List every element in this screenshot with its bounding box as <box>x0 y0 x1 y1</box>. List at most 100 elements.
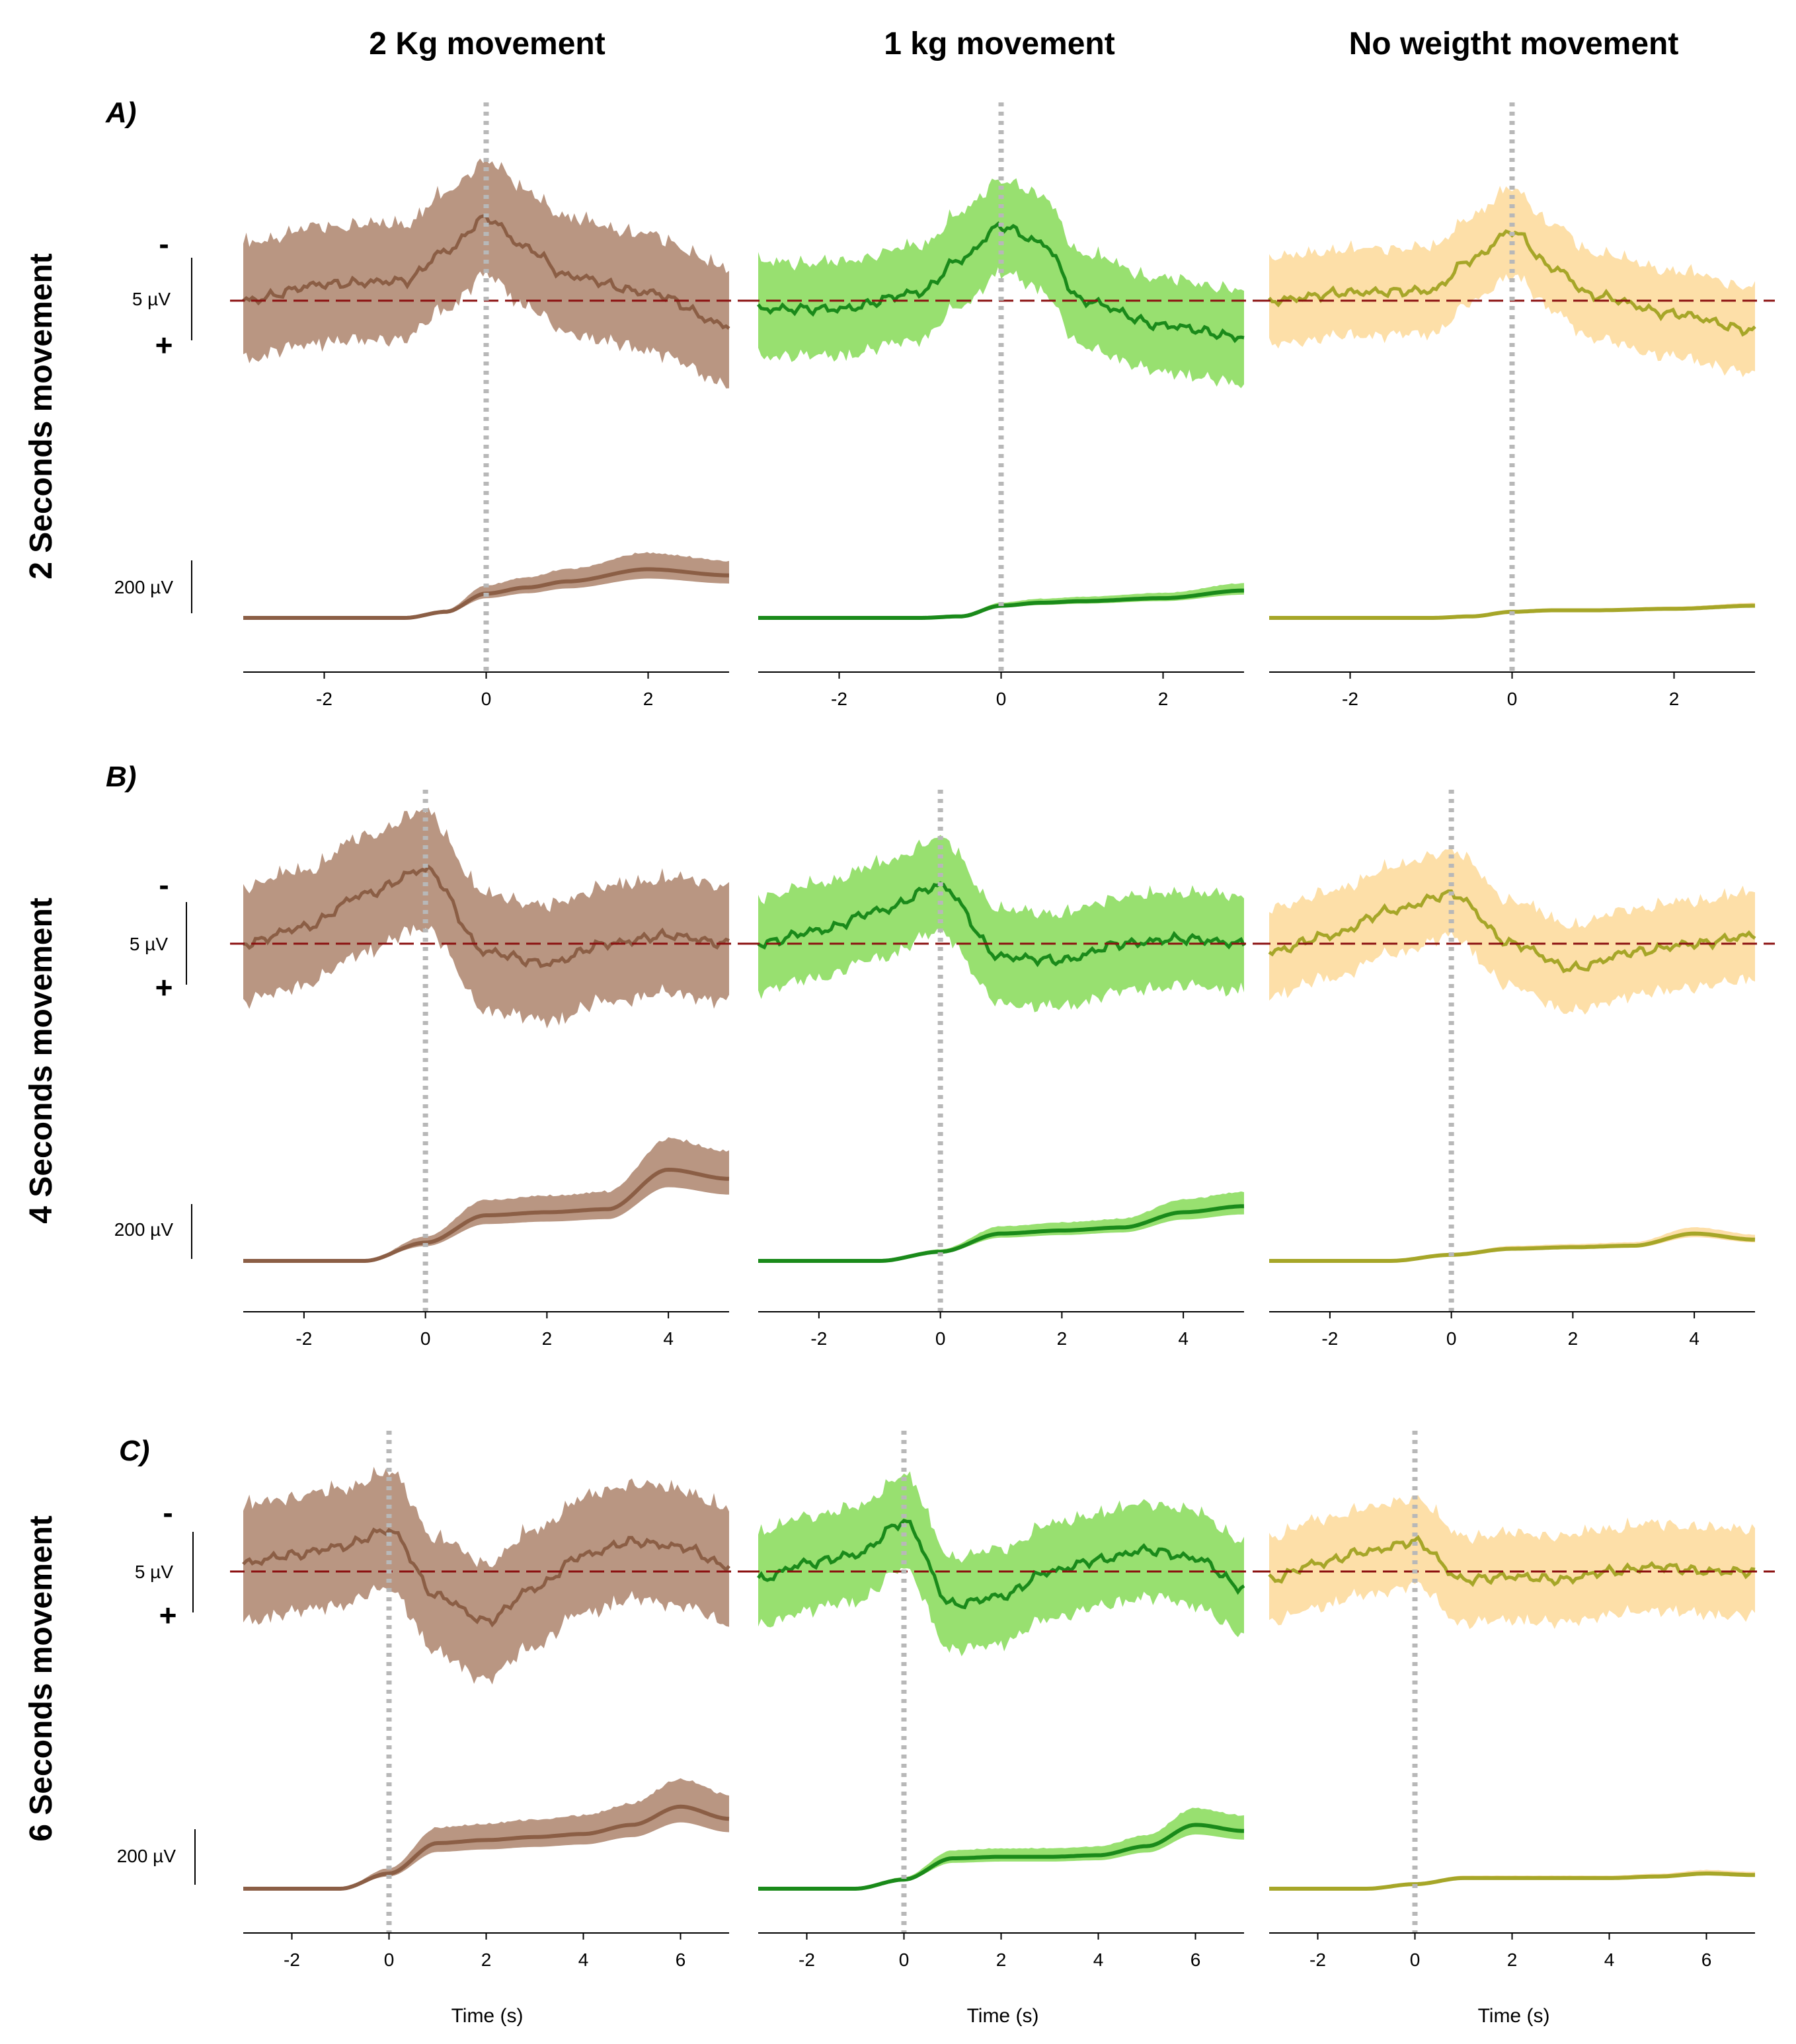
x-tick-label: 0 <box>420 1328 431 1349</box>
x-tick-label: 2 <box>1158 689 1169 709</box>
eeg-confidence-band <box>243 1466 729 1684</box>
x-tick-label: -2 <box>1309 1949 1326 1970</box>
x-tick-label: -2 <box>831 689 847 709</box>
x-tick-label: 4 <box>1604 1949 1615 1970</box>
eeg-mean-line <box>757 1519 1245 1610</box>
panel-3-2: -2 0 2 4 6 <box>745 1431 1264 1970</box>
x-tick-label: -2 <box>1321 1328 1338 1349</box>
panel-2-2: -2 0 2 4 <box>745 790 1264 1349</box>
emg-confidence-band <box>758 1807 1244 1889</box>
neg-sign-c: - <box>163 1495 173 1530</box>
panel-3-1: -2 0 2 4 6 <box>230 1431 749 1970</box>
eeg-confidence-band <box>243 807 729 1029</box>
emg-confidence-band <box>243 1137 729 1261</box>
scale-bars: - 5 µV + 200 µV - 5 µV + 200 µV - 5 µV +… <box>114 227 196 1885</box>
x-tick-label: 6 <box>1701 1949 1712 1970</box>
x-tick-label: 2 <box>542 1328 553 1349</box>
x-tick-label: 0 <box>384 1949 395 1970</box>
row-title-6s: 6 Seconds movement <box>24 1515 59 1842</box>
emg-mean-line <box>1269 1231 1756 1263</box>
x-tick-label: 6 <box>1191 1949 1201 1970</box>
neg-sign-b: - <box>159 868 169 902</box>
x-tick-label: 0 <box>996 689 1007 709</box>
x-tick-label: 2 <box>1568 1328 1579 1349</box>
panel-3-3: -2 0 2 4 6 <box>1256 1431 1775 1970</box>
x-tick-label: -2 <box>810 1328 827 1349</box>
eeg-confidence-band <box>1269 847 1755 1015</box>
x-axis-label-1kg: Time (s) <box>967 2005 1039 2027</box>
eeg-mean-line <box>1268 1534 1756 1587</box>
x-tick-label: 0 <box>899 1949 910 1970</box>
row-titles: 2 Seconds movement 4 Seconds movement 6 … <box>24 253 59 1842</box>
emg-confidence-band <box>1269 1227 1755 1261</box>
x-axis-label-no-weight: Time (s) <box>1478 2005 1550 2027</box>
x-tick-label: 0 <box>1446 1328 1457 1349</box>
emg-mean-line <box>758 1823 1245 1891</box>
x-tick-label: 4 <box>663 1328 674 1349</box>
neg-sign-a: - <box>159 227 169 261</box>
column-title-1kg: 1 kg movement <box>884 26 1114 61</box>
column-title-no-weight: No weigtht movement <box>1349 26 1679 61</box>
panel-1-3: -2 0 2 <box>1256 102 1775 709</box>
x-tick-label: 4 <box>1178 1328 1189 1349</box>
emg-mean-line <box>758 1204 1245 1263</box>
eeg-scale-label-c: 5 µV <box>135 1562 173 1582</box>
x-tick-label: 2 <box>996 1949 1007 1970</box>
eeg-scale-label-a: 5 µV <box>132 289 171 309</box>
emg-scale-label-b: 200 µV <box>114 1219 174 1240</box>
x-tick-label: 0 <box>1410 1949 1421 1970</box>
x-tick-label: 2 <box>1057 1328 1068 1349</box>
x-tick-label: 4 <box>1689 1328 1699 1349</box>
panel-1-2: -2 0 2 <box>745 102 1264 709</box>
eeg-confidence-band <box>758 1471 1244 1657</box>
panel-1-1: -2 0 2 <box>230 102 749 709</box>
panel-label-b: B) <box>106 761 136 793</box>
panel-2-1: -2 0 2 4 <box>230 790 749 1349</box>
eeg-confidence-band <box>758 178 1244 389</box>
emg-mean-line <box>243 1804 730 1891</box>
emg-confidence-band <box>758 1191 1244 1261</box>
x-tick-label: 2 <box>643 689 654 709</box>
emg-scale-label-c: 200 µV <box>117 1846 176 1866</box>
x-tick-label: -2 <box>284 1949 300 1970</box>
x-axis-labels: Time (s) Time (s) Time (s) <box>451 2005 1550 2027</box>
eeg-confidence-band <box>1269 1495 1755 1630</box>
x-tick-label: 0 <box>481 689 492 709</box>
column-titles: 2 Kg movement 1 kg movement No weigtht m… <box>369 26 1678 61</box>
eeg-mean-line <box>757 221 1245 344</box>
x-tick-label: 0 <box>1507 689 1518 709</box>
x-tick-label: 4 <box>1093 1949 1104 1970</box>
pos-sign-a: + <box>155 328 173 362</box>
x-tick-label: -2 <box>799 1949 815 1970</box>
x-tick-label: 0 <box>935 1328 946 1349</box>
panel-label-c: C) <box>119 1435 149 1467</box>
x-tick-label: 2 <box>1507 1949 1518 1970</box>
x-tick-label: 4 <box>578 1949 589 1970</box>
eeg-confidence-band <box>758 835 1244 1012</box>
x-tick-label: 2 <box>1669 689 1680 709</box>
emg-confidence-band <box>243 1778 729 1889</box>
x-tick-label: -2 <box>1342 689 1358 709</box>
pos-sign-c: + <box>159 1598 177 1632</box>
eeg-mean-line <box>242 1527 730 1628</box>
eeg-mean-line <box>1268 889 1756 973</box>
x-tick-label: -2 <box>295 1328 312 1349</box>
eeg-confidence-band <box>1269 186 1755 377</box>
row-title-4s: 4 Seconds movement <box>24 897 59 1224</box>
emg-mean-line <box>243 1167 730 1263</box>
emg-mean-line <box>1269 1872 1755 1891</box>
emg-scale-label-a: 200 µV <box>114 577 174 597</box>
column-title-2kg: 2 Kg movement <box>369 26 605 61</box>
panel-2-3: -2 0 2 4 <box>1256 790 1775 1349</box>
chart-panels: -2 0 2 -2 0 2 -2 0 2-2 0 2 4 -2 0 2 4 -2 0 2 4-2 0 2 4 6 -2 0 2 4 6-… <box>230 102 1775 1970</box>
row-title-2s: 2 Seconds movement <box>24 253 59 580</box>
eeg-confidence-band <box>243 158 729 389</box>
x-axis-label-2kg: Time (s) <box>451 2005 524 2027</box>
panel-labels: A) B) C) <box>105 96 149 1467</box>
x-tick-label: 6 <box>676 1949 686 1970</box>
panel-label-a: A) <box>105 96 136 129</box>
eeg-mean-line <box>757 881 1246 967</box>
x-tick-label: -2 <box>316 689 332 709</box>
eeg-scale-label-b: 5 µV <box>130 934 168 954</box>
